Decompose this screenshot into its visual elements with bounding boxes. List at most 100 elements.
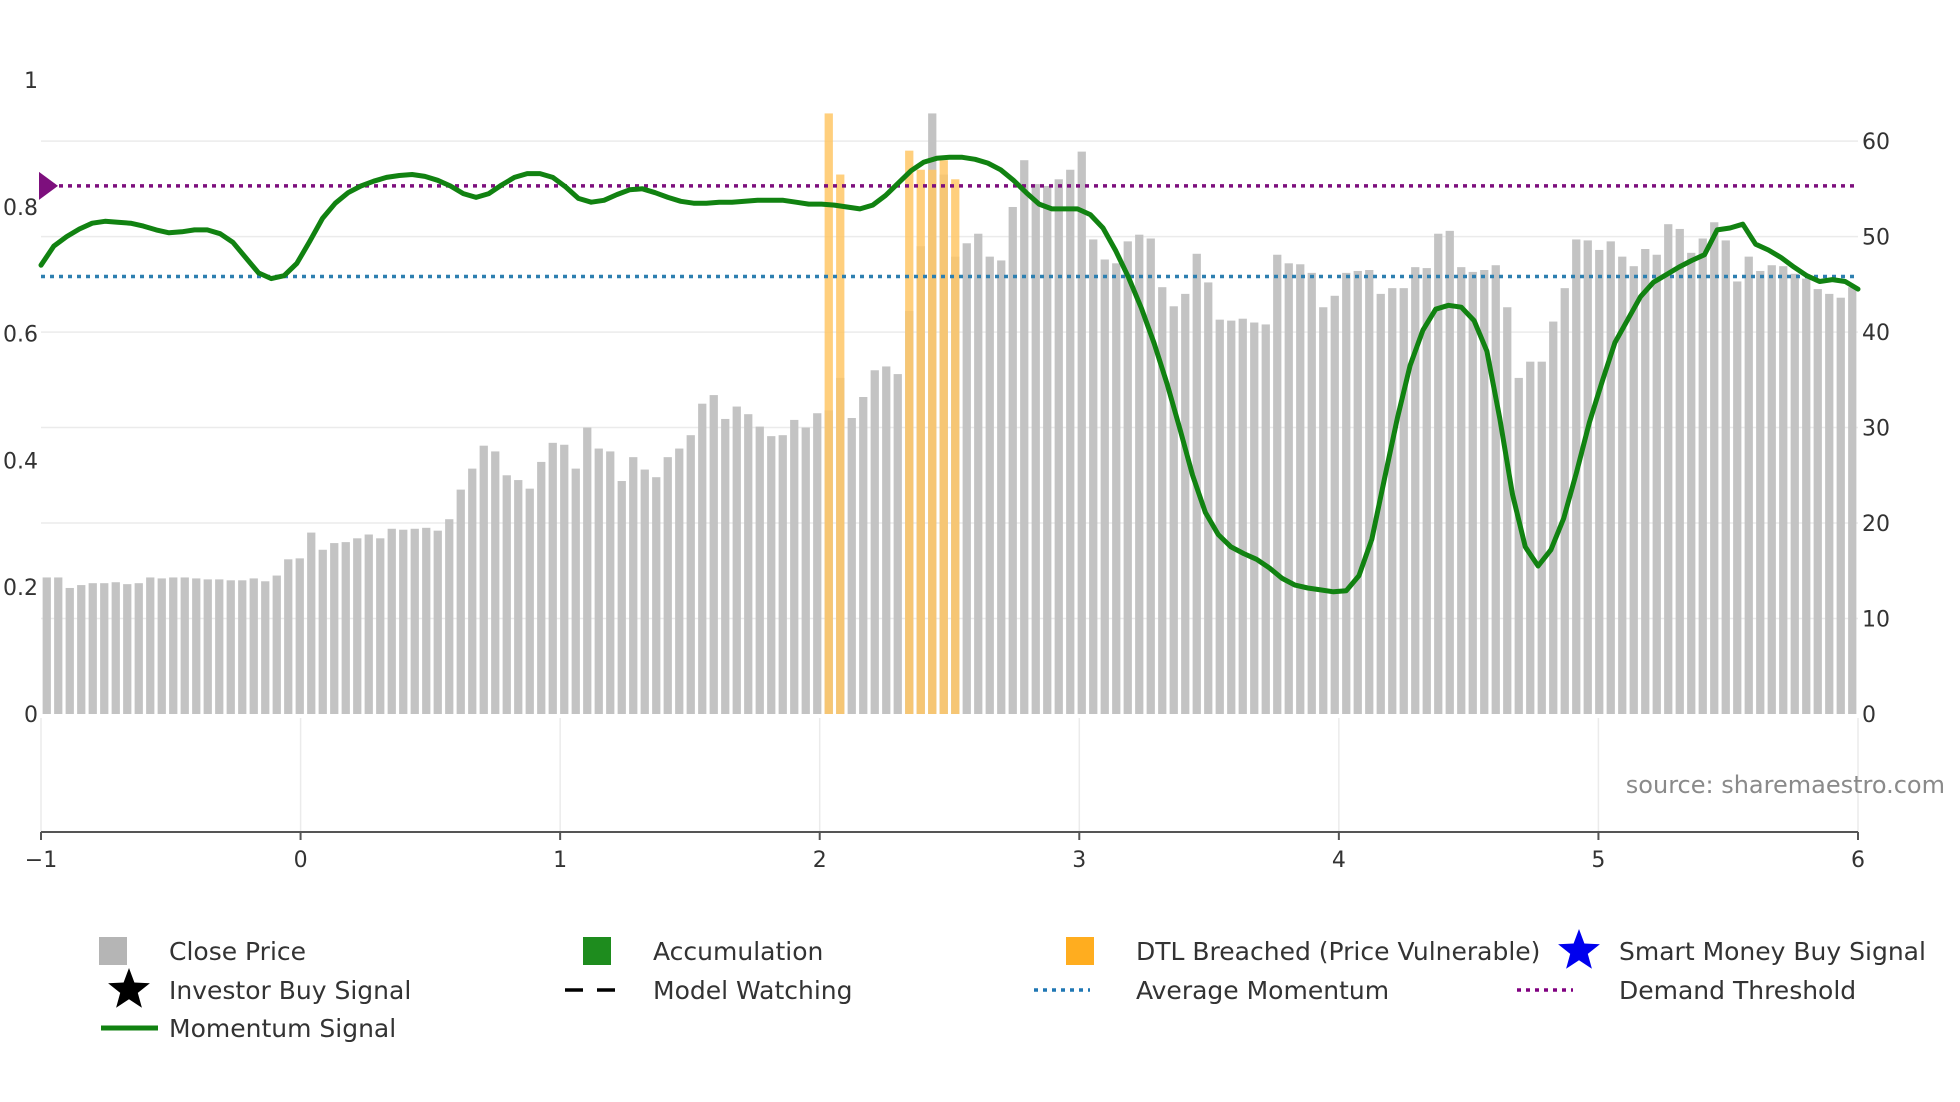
close-price-bar (1181, 293, 1190, 714)
dtl-breached-bars (824, 113, 960, 715)
close-price-bar (1825, 293, 1834, 714)
close-price-bar (169, 577, 178, 714)
close-price-bar (77, 585, 86, 714)
close-price-bar (1710, 222, 1719, 714)
close-price-bar (353, 538, 362, 714)
close-price-bar (1158, 287, 1167, 714)
momentum-signal-line (38, 154, 1861, 595)
close-price-bar (1652, 254, 1661, 714)
close-price-bar (1365, 270, 1374, 714)
right-tick-label: 40 (1862, 321, 1890, 346)
close-price-bar (1618, 256, 1627, 714)
close-price-bar (1089, 239, 1098, 714)
close-price-bar (962, 243, 971, 714)
close-price-bar (422, 527, 431, 714)
close-price-bar (249, 578, 258, 714)
close-price-bar (1526, 361, 1535, 714)
close-price-bars (42, 113, 1857, 715)
close-price-bar (721, 418, 730, 714)
close-price-bar (744, 414, 753, 714)
close-price-bar (1020, 160, 1029, 714)
close-price-bar (1675, 228, 1684, 714)
close-price-bar (468, 468, 477, 714)
x-tick-label: 3 (1072, 848, 1086, 873)
dtl-breached-bar (928, 169, 937, 715)
close-price-bar (1756, 270, 1765, 714)
close-price-bar (226, 580, 235, 714)
close-price-bar (1480, 270, 1489, 714)
close-price-bar (1146, 238, 1155, 714)
close-price-bar (364, 534, 373, 714)
close-price-bar (456, 489, 465, 714)
close-price-bar (525, 488, 534, 714)
close-price-bar (1721, 240, 1730, 714)
close-price-bar (1848, 287, 1857, 714)
right-tick-label: 10 (1862, 608, 1890, 633)
close-price-bar (1445, 230, 1454, 714)
close-price-bar (111, 582, 120, 714)
close-price-bar (295, 558, 304, 714)
reference-lines (39, 171, 1858, 279)
left-tick-label: 1 (24, 69, 38, 94)
legend-swatch-square (583, 937, 611, 965)
legend-item: Average Momentum (1034, 976, 1389, 1005)
close-price-bar (54, 577, 63, 714)
close-price-bar (617, 481, 626, 714)
dtl-breached-bar (905, 150, 914, 715)
close-price-bar (1549, 321, 1558, 714)
close-price-bar (1238, 318, 1247, 714)
close-price-bar (1123, 241, 1132, 715)
close-price-bar (1342, 272, 1351, 714)
close-price-bar (341, 542, 350, 714)
legend-label: Close Price (169, 937, 306, 966)
close-price-bar (1503, 307, 1512, 714)
left-tick-label: 0.6 (3, 323, 38, 348)
close-price-bar (1514, 377, 1523, 714)
close-price-bar (1813, 289, 1822, 714)
close-price-bar (1112, 263, 1121, 714)
close-price-bar (1043, 185, 1052, 715)
close-price-bar (284, 559, 293, 714)
close-price-bar (985, 256, 994, 714)
close-price-bar (1273, 254, 1282, 714)
close-price-bar (1296, 264, 1305, 714)
close-price-bar (1779, 266, 1788, 714)
close-price-bar (307, 532, 316, 714)
close-price-bar (42, 577, 51, 714)
close-price-bar (571, 468, 580, 714)
close-price-bar (180, 577, 189, 714)
close-price-bar (606, 451, 615, 714)
right-tick-label: 30 (1862, 417, 1890, 442)
close-price-bar (732, 406, 741, 714)
close-price-bar (1687, 252, 1696, 714)
close-price-bar (1641, 249, 1650, 715)
close-price-bar (514, 480, 523, 714)
close-price-bar (1733, 281, 1742, 714)
close-price-bar (1422, 268, 1431, 714)
legend: Close Price Accumulation DTL Breached (Pri… (99, 929, 1926, 1043)
legend-star-icon (1558, 929, 1600, 969)
close-price-bar (1388, 288, 1397, 714)
threshold-marker (39, 171, 58, 200)
close-price-bar (1411, 267, 1420, 714)
legend-item: Model Watching (565, 976, 853, 1005)
close-price-bar (1250, 322, 1259, 714)
close-price-bar (1595, 249, 1604, 714)
close-price-bar (548, 442, 557, 714)
close-price-bar (1606, 241, 1615, 715)
close-price-bar (100, 583, 109, 714)
close-price-bar (410, 528, 419, 714)
close-price-bar (1583, 240, 1592, 714)
right-tick-label: 0 (1862, 703, 1876, 728)
right-tick-label: 50 (1862, 226, 1890, 251)
x-tick-label: 0 (294, 848, 308, 873)
close-price-bar (1319, 307, 1328, 714)
close-price-bar (1767, 265, 1776, 714)
x-tick-label: −1 (25, 848, 57, 873)
close-price-bar (1307, 272, 1316, 714)
close-price-bar (1008, 206, 1017, 714)
close-price-bar (272, 575, 281, 714)
dtl-breached-bar (939, 160, 948, 714)
close-price-bar (215, 579, 224, 714)
